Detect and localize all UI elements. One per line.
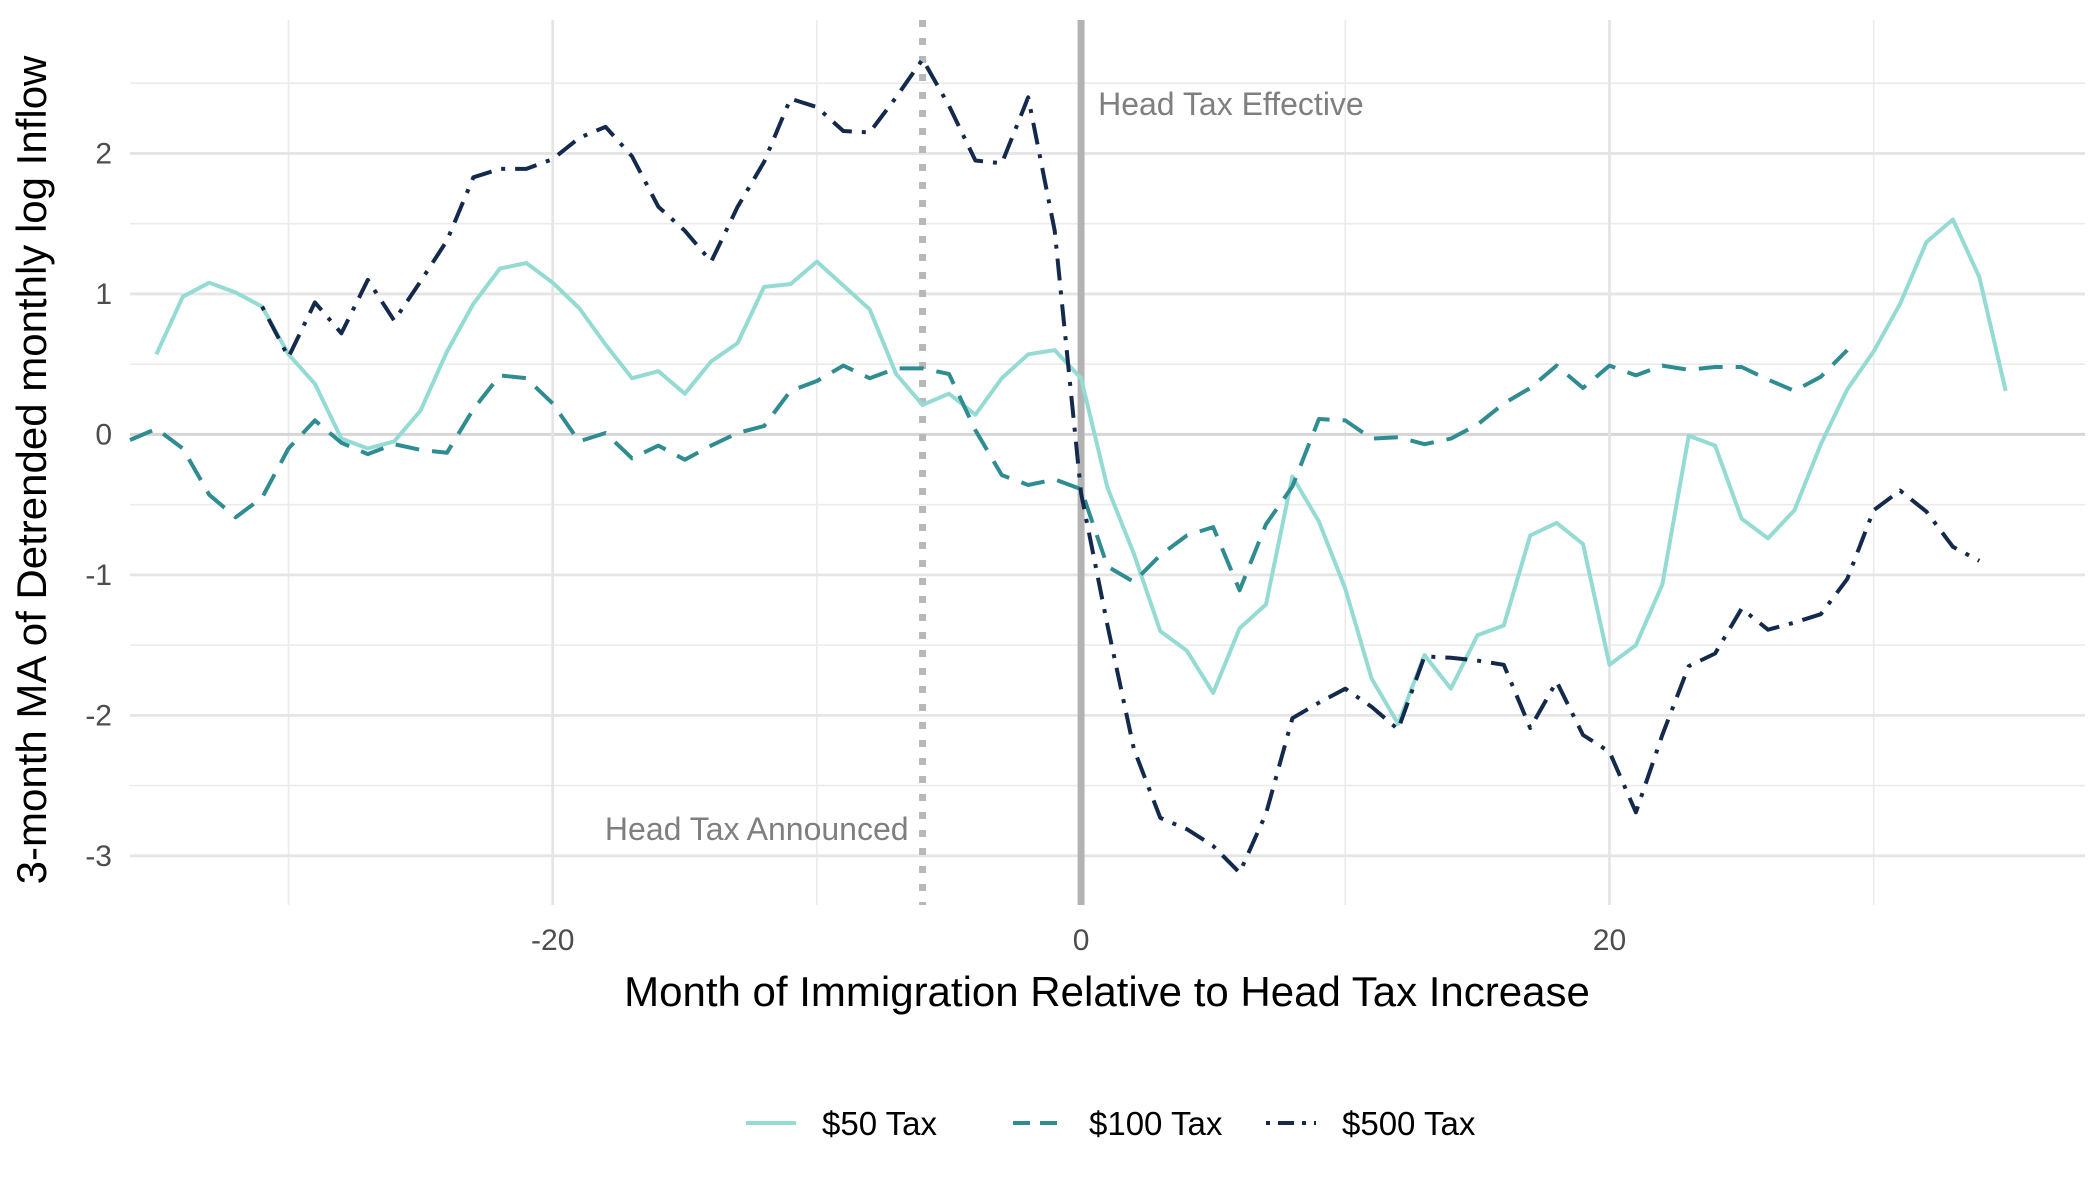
y-tick-label: 1 <box>95 278 112 311</box>
x-axis-title: Month of Immigration Relative to Head Ta… <box>624 968 1590 1015</box>
x-tick-label: -20 <box>531 924 574 957</box>
y-tick-label: 0 <box>95 418 112 451</box>
series-lines <box>129 57 2008 875</box>
annotation-head-tax-announced: Head Tax Announced <box>605 811 909 847</box>
series-line-3 <box>260 57 1981 875</box>
legend-label-3: $500 Tax <box>1342 1105 1476 1142</box>
legend: $50 Tax $100 Tax $500 Tax <box>746 1105 1476 1142</box>
y-tick-label: -3 <box>85 840 112 873</box>
x-tick-label: 20 <box>1593 924 1626 957</box>
minor-gridlines <box>130 20 2085 905</box>
series-line-2 <box>129 348 1849 593</box>
major-gridlines <box>130 20 2085 905</box>
y-tick-label: 2 <box>95 137 112 170</box>
x-axis-ticks: -20 0 20 <box>531 924 1626 957</box>
reference-lines <box>919 20 1085 905</box>
legend-label-1: $50 Tax <box>822 1105 937 1142</box>
legend-label-2: $100 Tax <box>1089 1105 1223 1142</box>
y-axis-title: 3-month MA of Detrended monthly log Infl… <box>8 55 55 884</box>
y-axis-ticks: -3 -2 -1 0 1 2 <box>85 137 112 872</box>
y-tick-label: -1 <box>85 559 112 592</box>
y-tick-label: -2 <box>85 699 112 732</box>
series-line-1 <box>154 217 2008 726</box>
x-tick-label: 0 <box>1073 924 1090 957</box>
annotation-head-tax-effective: Head Tax Effective <box>1098 86 1364 122</box>
